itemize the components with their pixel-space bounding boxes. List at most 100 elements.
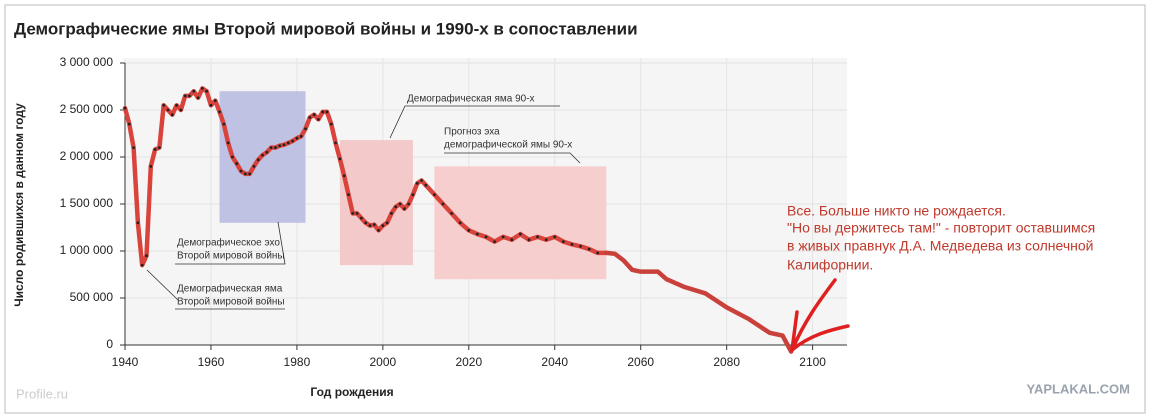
arrow-stroke — [790, 278, 837, 352]
x-tick-label: 1960 — [198, 355, 225, 369]
y-tick-label: 2 500 000 — [60, 102, 114, 116]
x-tick-label: 1940 — [112, 355, 139, 369]
point — [368, 224, 372, 228]
point — [278, 144, 282, 148]
point — [132, 146, 135, 150]
y-tick-label: 3 000 000 — [60, 55, 114, 69]
point — [183, 94, 187, 98]
leader — [146, 269, 179, 301]
point — [196, 96, 200, 100]
y-tick-label: 1 000 000 — [60, 243, 114, 257]
point — [308, 116, 312, 119]
point — [334, 141, 337, 145]
comment: в живых правнук Д.А. Медведева из солнеч… — [787, 238, 1093, 254]
point — [291, 139, 295, 143]
point — [153, 148, 157, 151]
point — [411, 193, 415, 197]
annotation: Демографическая яма 90-х — [407, 93, 535, 105]
point — [136, 221, 140, 225]
point — [295, 136, 299, 140]
point — [316, 118, 320, 121]
y-tick-label: 0 — [106, 337, 113, 351]
point — [342, 174, 346, 178]
x-axis-label: Год рождения — [310, 385, 393, 399]
series-line — [604, 250, 794, 354]
point — [205, 89, 209, 93]
point — [359, 216, 363, 220]
point — [355, 212, 359, 215]
point — [252, 165, 256, 168]
point — [222, 122, 226, 126]
point — [261, 153, 264, 157]
point — [398, 202, 402, 206]
point — [476, 232, 479, 236]
leaders — [146, 105, 581, 310]
point — [372, 223, 376, 227]
point — [381, 224, 385, 228]
point — [450, 212, 454, 215]
point — [166, 108, 170, 112]
arrow-stroke — [790, 324, 850, 352]
point — [157, 146, 161, 150]
point — [149, 165, 153, 168]
point — [561, 240, 565, 244]
point — [282, 143, 286, 147]
x-tick-label: 2080 — [713, 355, 740, 369]
point — [248, 172, 252, 176]
point — [596, 251, 600, 255]
point — [329, 122, 333, 126]
point — [510, 238, 514, 242]
x-tick-label: 1980 — [284, 355, 311, 369]
leader — [389, 105, 560, 139]
point — [377, 228, 380, 232]
point — [127, 122, 131, 126]
point — [179, 108, 183, 112]
point — [192, 89, 196, 93]
point — [218, 110, 221, 114]
point — [402, 207, 406, 211]
x-tick-label: 2100 — [799, 355, 826, 369]
annotation: Второй мировой войны — [177, 297, 285, 308]
x-tick-label: 2020 — [455, 355, 482, 369]
point — [209, 103, 213, 107]
point — [304, 127, 307, 131]
point — [200, 86, 204, 90]
point — [347, 193, 350, 197]
annotation: Демографическое эхо — [177, 237, 280, 249]
point — [385, 221, 389, 225]
comment: "Но вы держитесь там!" - повторит оставш… — [787, 220, 1095, 236]
watermark: YAPLAKAL.COM — [1026, 381, 1130, 396]
point — [140, 263, 144, 267]
x-tick-label: 2000 — [370, 355, 397, 369]
point — [265, 150, 269, 154]
point — [394, 205, 398, 209]
point — [390, 212, 393, 215]
x-tick-label: 2040 — [541, 355, 568, 369]
point — [170, 113, 174, 117]
point — [235, 162, 239, 165]
source: Profile.ru — [16, 386, 68, 401]
point — [570, 243, 574, 246]
point — [467, 228, 471, 232]
leader — [444, 152, 581, 164]
point — [145, 254, 148, 258]
point — [325, 110, 329, 114]
point — [407, 202, 411, 206]
point — [484, 235, 488, 239]
point — [493, 240, 496, 244]
annotation: Прогноз эха — [444, 127, 500, 138]
point — [213, 99, 217, 102]
point — [351, 212, 355, 215]
comment: Все. Больше никто не рождается. — [787, 203, 1006, 219]
x-tick-label: 2060 — [627, 355, 654, 369]
point — [162, 103, 166, 107]
annotation: демографической ямы 90-х — [444, 139, 572, 151]
point — [536, 235, 539, 239]
point — [433, 193, 436, 197]
chart-title: Демографические ямы Второй мировой войны… — [14, 19, 638, 38]
point — [123, 106, 127, 110]
point — [544, 238, 548, 242]
point — [188, 94, 191, 98]
point — [458, 221, 462, 225]
